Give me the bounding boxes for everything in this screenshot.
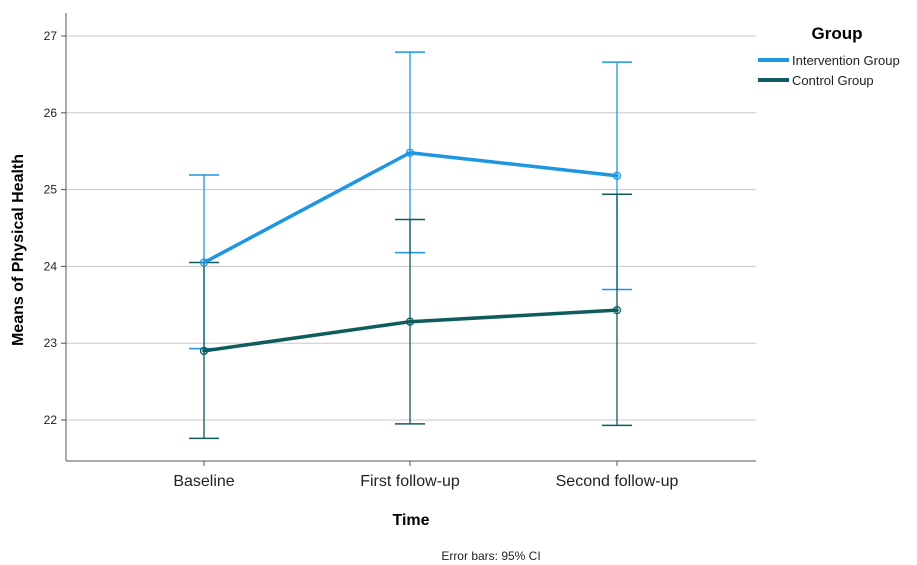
x-axis-ticks: Baseline First follow-up Second follow-up bbox=[173, 461, 678, 490]
x-tick-label: First follow-up bbox=[360, 473, 460, 490]
x-axis-title: Time bbox=[392, 512, 429, 529]
y-axis-ticks: 22 23 24 25 26 27 bbox=[44, 29, 66, 427]
series-lines bbox=[202, 150, 619, 353]
y-tick-label: 25 bbox=[44, 183, 58, 197]
error-bars-footnote: Error bars: 95% CI bbox=[441, 549, 540, 563]
y-axis-title: Means of Physical Health bbox=[10, 154, 27, 346]
data-point bbox=[612, 306, 622, 315]
x-tick-label: Second follow-up bbox=[556, 473, 679, 490]
legend-label-intervention: Intervention Group bbox=[792, 53, 900, 68]
y-tick-label: 27 bbox=[44, 29, 58, 43]
data-point bbox=[405, 148, 415, 157]
gridlines bbox=[66, 35, 756, 421]
x-tick-label: Baseline bbox=[173, 473, 234, 490]
y-tick-label: 26 bbox=[44, 106, 58, 120]
y-tick-label: 24 bbox=[44, 259, 58, 273]
legend-label-control: Control Group bbox=[792, 73, 874, 88]
axes bbox=[65, 13, 756, 462]
data-point bbox=[405, 317, 415, 326]
data-point bbox=[199, 258, 209, 267]
y-tick-label: 23 bbox=[44, 336, 58, 350]
y-tick-label: 22 bbox=[44, 413, 58, 427]
legend: Group Intervention Group Control Group bbox=[758, 24, 900, 88]
legend-title: Group bbox=[812, 24, 863, 43]
data-point bbox=[199, 346, 209, 356]
series-line bbox=[202, 308, 619, 353]
data-points bbox=[199, 148, 622, 356]
data-point bbox=[612, 171, 622, 180]
series-line bbox=[202, 150, 619, 265]
